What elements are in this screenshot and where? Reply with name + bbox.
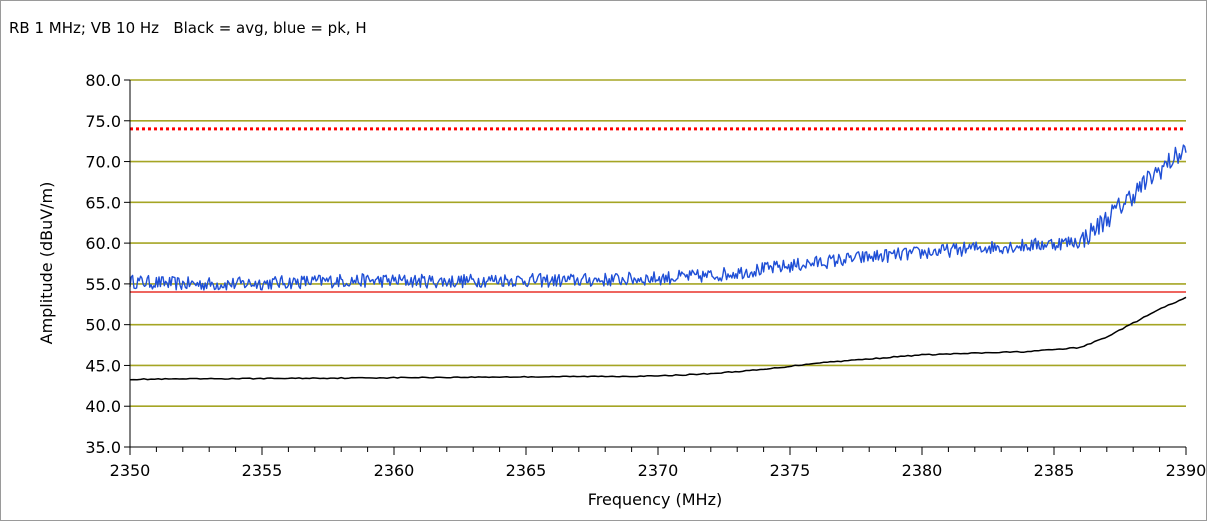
- y-tick-label: 80.0: [85, 71, 121, 90]
- y-tick-label: 50.0: [85, 316, 121, 335]
- x-tick-label: 2390: [1166, 461, 1207, 480]
- series-group: [129, 144, 1187, 381]
- x-tick-label: 2375: [770, 461, 811, 480]
- y-tick-label: 65.0: [85, 193, 121, 212]
- x-axis-label: Frequency (MHz): [588, 490, 722, 509]
- y-tick-label: 75.0: [85, 112, 121, 131]
- y-tick-label: 45.0: [85, 356, 121, 375]
- y-tick-label: 35.0: [85, 438, 121, 457]
- peak-trace-line: [129, 144, 1187, 291]
- y-tick-label: 60.0: [85, 234, 121, 253]
- x-tick-label: 2350: [110, 461, 151, 480]
- x-tick-label: 2380: [902, 461, 943, 480]
- x-tick-label: 2360: [374, 461, 415, 480]
- x-tick-label: 2355: [242, 461, 283, 480]
- x-tick-label: 2385: [1034, 461, 1075, 480]
- y-tick-label: 55.0: [85, 275, 121, 294]
- average-trace-line: [129, 296, 1187, 381]
- y-axis-label: Amplitude (dBuV/m): [37, 182, 56, 345]
- x-tick-label: 2365: [506, 461, 547, 480]
- x-tick-label: 2370: [638, 461, 679, 480]
- chart-header-note: RB 1 MHz; VB 10 Hz Black = avg, blue = p…: [9, 19, 367, 37]
- y-tick-label: 40.0: [85, 397, 121, 416]
- axes: 35.0 40.0 45.0 50.0 55.0 60.0 65.0 70.0 75.0 80.0…: [85, 71, 1206, 480]
- limit-lines: [130, 127, 1186, 293]
- y-tick-label: 70.0: [85, 153, 121, 172]
